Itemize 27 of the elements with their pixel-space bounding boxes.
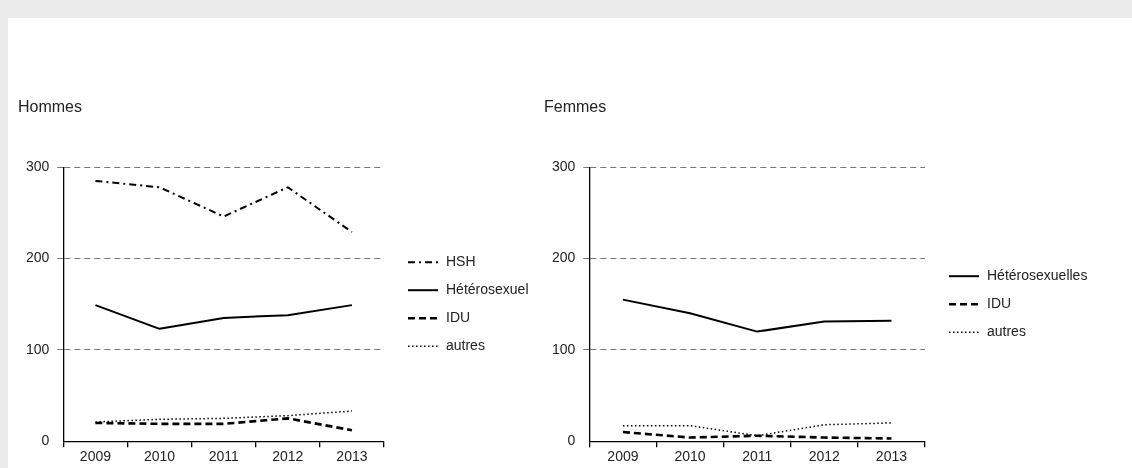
x-tick-label: 2009 xyxy=(79,448,112,465)
legend-label: IDU xyxy=(987,295,1012,312)
x-tick-label: 2012 xyxy=(808,448,841,465)
x-tick-label: 2010 xyxy=(143,448,176,465)
chart-title: Femmes xyxy=(544,98,607,116)
legend-label: Hétérosexuelles xyxy=(987,267,1088,284)
y-tick-label: 200 xyxy=(552,249,576,266)
y-tick-label: 0 xyxy=(567,432,576,449)
chart-title: Hommes xyxy=(18,98,83,116)
y-tick-label: 100 xyxy=(552,340,576,357)
x-tick-label: 2013 xyxy=(875,448,908,465)
x-tick-label: 2011 xyxy=(742,448,773,465)
y-tick-label: 100 xyxy=(26,340,50,357)
x-tick-label: 2011 xyxy=(208,448,239,465)
legend-label: autres xyxy=(987,323,1026,340)
y-tick-label: 0 xyxy=(41,432,50,449)
legend-label: autres xyxy=(446,337,485,354)
y-tick-label: 300 xyxy=(26,158,50,175)
x-tick-label: 2009 xyxy=(607,448,639,465)
legend-label: Hétérosexuel xyxy=(446,281,529,298)
x-tick-label: 2012 xyxy=(272,448,304,465)
x-tick-label: 2013 xyxy=(336,448,368,465)
x-tick-label: 2010 xyxy=(674,448,706,465)
legend-label: HSH xyxy=(446,253,476,270)
legend-label: IDU xyxy=(446,309,471,326)
y-tick-label: 200 xyxy=(26,249,50,266)
y-tick-label: 300 xyxy=(552,158,576,175)
